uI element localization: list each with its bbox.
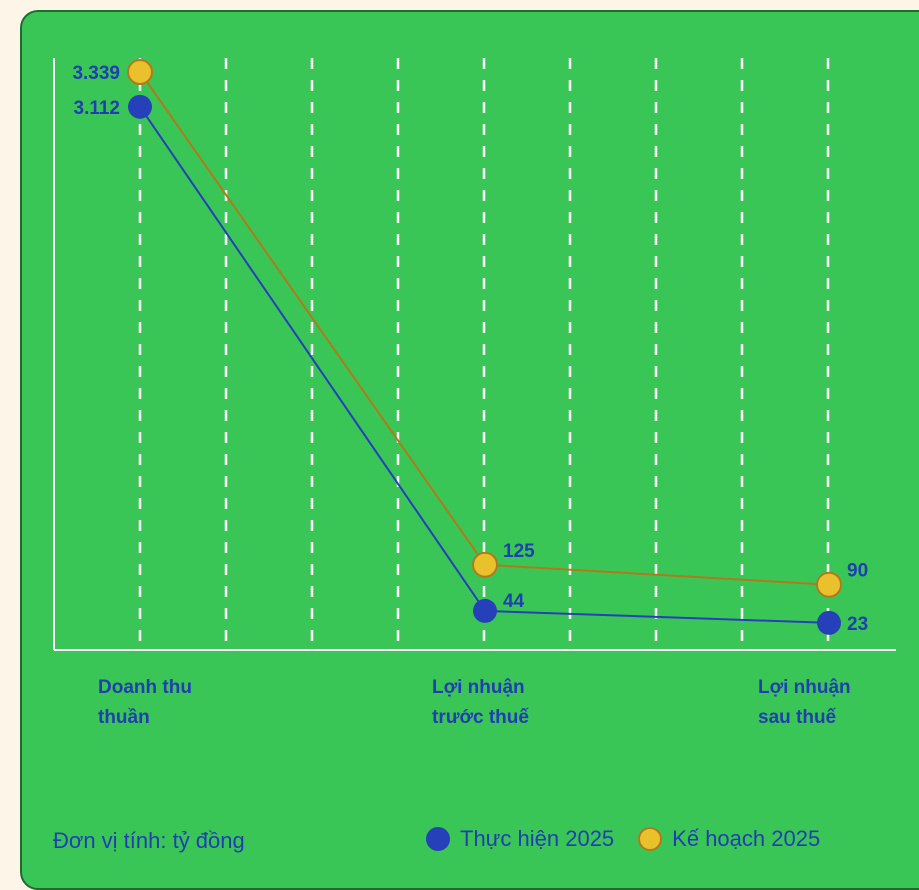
legend-label-thuc-hien: Thực hiện 2025 xyxy=(460,826,615,851)
legend: Thực hiện 2025 Kế hoạch 2025 xyxy=(426,826,820,852)
category-label-doanh-thu: Doanh thu thuần xyxy=(98,677,192,728)
data-point xyxy=(817,610,841,635)
data-point xyxy=(816,571,842,598)
legend-dot-thuc-hien xyxy=(426,827,450,851)
data-point xyxy=(473,598,497,623)
unit-note: Đơn vị tính: tỷ đồng xyxy=(53,828,245,853)
category-label-loi-nhuan-sau-thue: Lợi nhuận sau thuế xyxy=(758,677,851,728)
data-label: 23 xyxy=(847,614,868,635)
category-label-loi-nhuan-truoc-thue: Lợi nhuận trước thuế xyxy=(432,677,529,728)
data-point xyxy=(127,59,153,85)
data-label: 3.339 xyxy=(72,63,120,84)
chart-card xyxy=(20,10,919,890)
data-label: 44 xyxy=(503,591,525,612)
legend-dot-ke-hoach xyxy=(638,827,663,851)
data-point xyxy=(472,551,498,578)
legend-label-ke-hoach: Kế hoạch 2025 xyxy=(672,826,821,851)
data-label: 90 xyxy=(847,561,868,582)
data-point xyxy=(128,94,152,119)
data-label: 3.112 xyxy=(74,98,121,119)
data-label: 125 xyxy=(503,541,535,562)
